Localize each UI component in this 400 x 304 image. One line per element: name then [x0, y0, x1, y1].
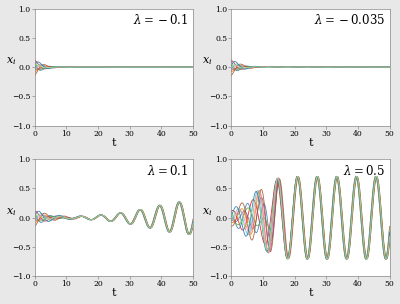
- Y-axis label: $x_i$: $x_i$: [6, 206, 16, 218]
- Text: $\lambda = -0.035$: $\lambda = -0.035$: [314, 13, 385, 27]
- Text: $\lambda = -0.1$: $\lambda = -0.1$: [133, 13, 188, 27]
- X-axis label: t: t: [308, 138, 313, 148]
- Text: $\lambda = 0.1$: $\lambda = 0.1$: [147, 164, 188, 178]
- Y-axis label: $x_i$: $x_i$: [202, 206, 212, 218]
- Y-axis label: $x_i$: $x_i$: [6, 55, 16, 67]
- X-axis label: t: t: [308, 288, 313, 299]
- Text: $\lambda = 0.5$: $\lambda = 0.5$: [343, 164, 385, 178]
- X-axis label: t: t: [112, 288, 116, 299]
- Y-axis label: $x_i$: $x_i$: [202, 55, 212, 67]
- X-axis label: t: t: [112, 138, 116, 148]
